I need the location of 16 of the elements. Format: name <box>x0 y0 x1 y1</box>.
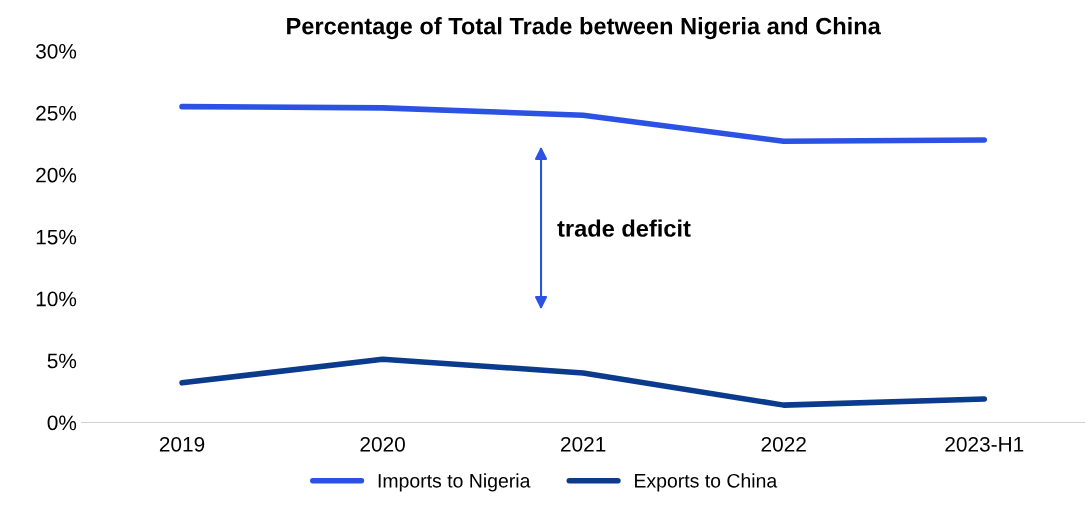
y-tick-label: 20% <box>36 167 77 183</box>
x-tick-label: 2019 <box>159 436 205 452</box>
y-tick-label: 5% <box>47 353 77 369</box>
x-tick-label: 2020 <box>360 436 405 452</box>
chart-title: Percentage of Total Trade between Nigeria and China <box>287 17 881 40</box>
x-tick-label: 2023-H1 <box>945 436 1024 452</box>
y-tick-label: 25% <box>36 105 77 121</box>
y-tick-label: 0% <box>47 415 77 431</box>
legend-label: Exports to China <box>635 473 778 492</box>
y-tick-label: 10% <box>36 291 77 307</box>
x-tick-label: 2022 <box>761 436 806 452</box>
annotation: trade deficit <box>557 219 691 237</box>
legend-label: Imports to Nigeria <box>378 473 531 492</box>
x-tick-label: 2021 <box>561 436 606 452</box>
y-tick-label: 15% <box>36 229 77 245</box>
y-tick-label: 30% <box>35 43 77 59</box>
